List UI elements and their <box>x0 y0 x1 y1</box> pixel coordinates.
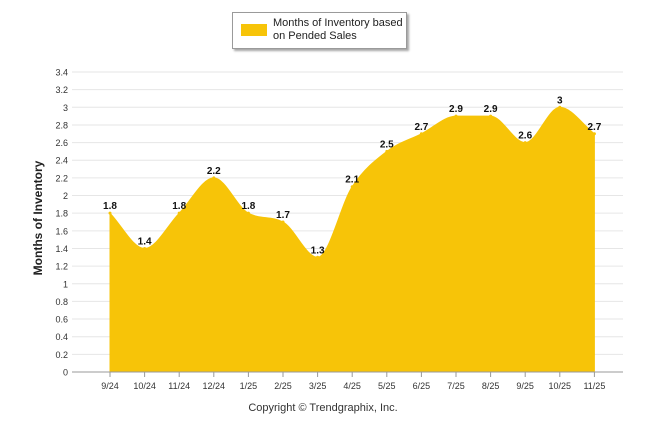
data-label: 2.9 <box>449 104 463 115</box>
data-label: 3 <box>557 95 563 106</box>
x-tick-label: 11/24 <box>168 381 190 391</box>
x-tick-label: 12/24 <box>203 381 226 391</box>
y-tick-label: 2.4 <box>55 156 68 166</box>
y-tick-label: 1.2 <box>55 262 68 272</box>
y-tick-label: 1.6 <box>55 226 68 236</box>
data-point <box>385 149 389 153</box>
data-point <box>177 211 181 215</box>
area-layer <box>108 105 596 373</box>
x-tick-label: 10/24 <box>133 381 156 391</box>
y-tick-label: 2.2 <box>55 173 68 183</box>
y-tick-label: 1.4 <box>55 244 68 254</box>
data-point <box>108 211 112 215</box>
data-point <box>281 220 285 224</box>
data-point <box>419 132 423 136</box>
area-series <box>109 106 595 373</box>
data-point <box>143 246 147 250</box>
y-tick-label: 1 <box>63 279 68 289</box>
y-tick-label: 3.2 <box>55 85 68 95</box>
y-tick-label: 0.4 <box>55 332 68 342</box>
legend-label: Months of Inventory based on Pended Sale… <box>273 17 403 42</box>
data-point <box>592 132 596 136</box>
data-label: 2.9 <box>484 104 498 115</box>
x-tick-label: 2/25 <box>274 381 292 391</box>
data-label: 2.7 <box>414 122 428 133</box>
y-tick-label: 0.6 <box>55 315 68 325</box>
x-tick-label: 9/25 <box>516 381 534 391</box>
data-point <box>316 255 320 259</box>
y-tick-label: 3 <box>63 103 68 113</box>
legend: Months of Inventory based on Pended Sale… <box>232 12 407 49</box>
data-label: 1.4 <box>138 236 152 247</box>
data-label: 2.2 <box>207 166 221 177</box>
x-tick-label: 3/25 <box>309 381 327 391</box>
y-tick-label: 2.6 <box>55 138 68 148</box>
x-tick-label: 8/25 <box>482 381 500 391</box>
data-label: 1.8 <box>103 201 117 212</box>
data-label: 1.3 <box>311 245 325 256</box>
copyright-footer: Copyright © Trendgraphix, Inc. <box>248 402 398 414</box>
data-label: 1.7 <box>276 210 290 221</box>
y-tick-label: 3.4 <box>55 68 68 78</box>
y-tick-label: 2.8 <box>55 120 68 130</box>
x-tick-label: 5/25 <box>378 381 396 391</box>
y-axis-title: Months of Inventory <box>31 160 45 276</box>
legend-swatch <box>241 24 267 36</box>
data-labels: 1.8 1.4 1.8 2.2 1.8 1.7 1.3 2.1 2.5 2.7 2.9 2.9 2.6 3… <box>103 95 602 256</box>
x-tick-label: 7/25 <box>447 381 465 391</box>
x-tick-label: 6/25 <box>413 381 431 391</box>
data-label: 2.7 <box>587 122 601 133</box>
x-tick-label: 10/25 <box>549 381 572 391</box>
data-point <box>558 105 562 109</box>
data-point <box>489 114 493 118</box>
data-point <box>523 141 527 145</box>
data-label: 1.8 <box>172 201 186 212</box>
y-tick-label: 0.8 <box>55 297 68 307</box>
data-label: 1.8 <box>241 201 255 212</box>
data-label: 2.5 <box>380 139 394 150</box>
x-tick-label: 4/25 <box>343 381 361 391</box>
data-point <box>454 114 458 118</box>
x-tick-label: 9/24 <box>101 381 119 391</box>
x-tick-label: 1/25 <box>240 381 258 391</box>
x-tick-label: 11/25 <box>583 381 605 391</box>
y-tick-label: 2 <box>63 191 68 201</box>
data-point <box>212 176 216 180</box>
y-tick-label: 0 <box>63 368 68 378</box>
data-label: 2.1 <box>345 175 359 186</box>
y-tick-label: 1.8 <box>55 209 68 219</box>
data-label: 2.6 <box>518 131 532 142</box>
axis-layer: 0 0.2 0.4 0.6 0.8 1 1.2 1.4 1.6 1.8 2 2.2 2.4 2.6 2.8 3… <box>55 68 623 391</box>
y-tick-label: 0.2 <box>55 350 68 360</box>
data-point <box>350 185 354 189</box>
data-point <box>246 211 250 215</box>
